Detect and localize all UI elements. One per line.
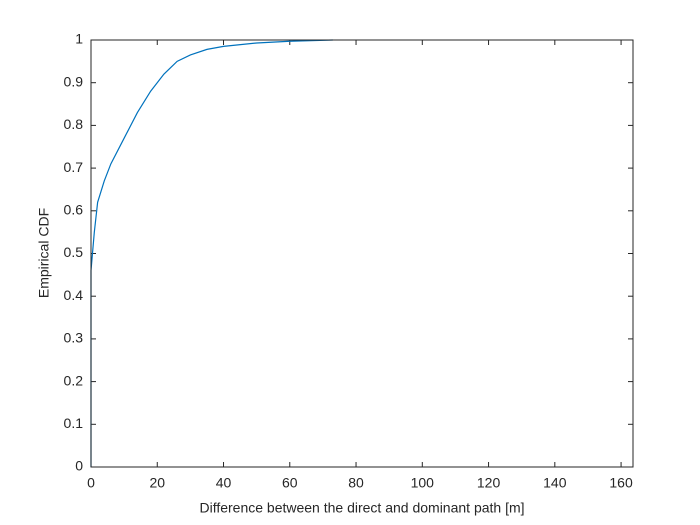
y-tick-label: 0.6 bbox=[64, 202, 84, 218]
y-tick-label: 0.3 bbox=[64, 330, 84, 346]
x-tick-label: 100 bbox=[411, 475, 435, 491]
y-tick-label: 0.8 bbox=[64, 116, 84, 132]
x-tick-label: 20 bbox=[149, 475, 165, 491]
x-tick-label: 140 bbox=[543, 475, 567, 491]
x-tick-label: 160 bbox=[609, 475, 633, 491]
x-axis-label: Difference between the direct and domina… bbox=[199, 500, 524, 516]
y-tick-label: 0.1 bbox=[64, 415, 84, 431]
x-tick-label: 60 bbox=[282, 475, 298, 491]
x-tick-label: 80 bbox=[348, 475, 364, 491]
y-tick-label: 0.2 bbox=[64, 372, 84, 388]
x-tick-label: 0 bbox=[87, 475, 95, 491]
axes-box bbox=[90, 39, 634, 468]
x-tick-label: 40 bbox=[216, 475, 232, 491]
y-tick-label: 0.4 bbox=[64, 287, 84, 303]
y-tick-label: 0.9 bbox=[64, 73, 84, 89]
y-tick-label: 0.5 bbox=[64, 244, 84, 260]
cdf-line bbox=[90, 39, 333, 467]
y-axis-label: Empirical CDF bbox=[36, 208, 52, 298]
y-tick-label: 1 bbox=[75, 31, 83, 47]
x-tick-label: 120 bbox=[477, 475, 501, 491]
y-tick-label: 0.7 bbox=[64, 159, 84, 175]
y-tick-label: 0 bbox=[75, 458, 83, 474]
